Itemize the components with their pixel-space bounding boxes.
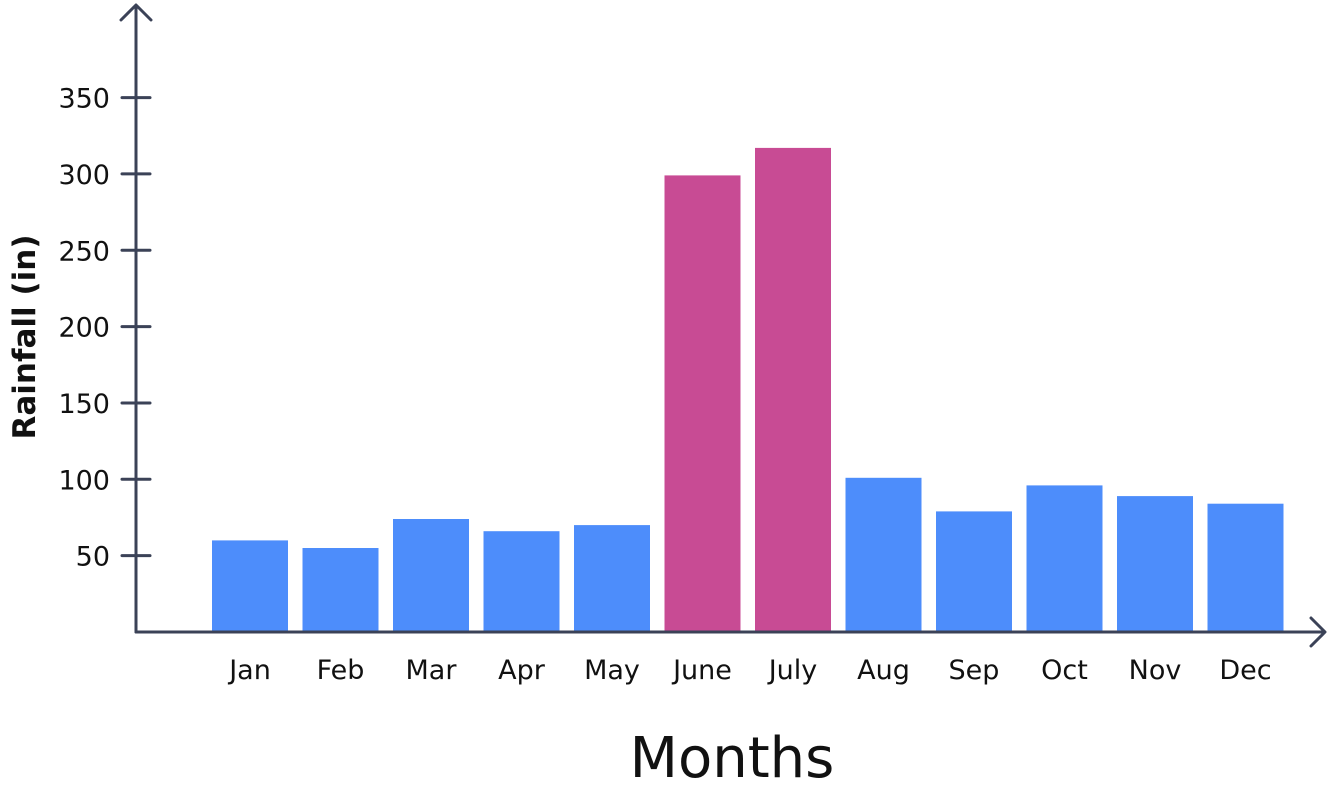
- y-tick-label-250: 250: [58, 236, 110, 267]
- bar-jan: [212, 540, 288, 632]
- y-tick-label-100: 100: [58, 465, 110, 496]
- x-tick-label-july: July: [767, 655, 818, 686]
- y-tick-label-350: 350: [58, 84, 110, 115]
- x-tick-label-aug: Aug: [857, 655, 910, 686]
- x-tick-labels-group: Jan Feb Mar Apr May June July Aug Sep Oct Nov Dec: [227, 655, 1271, 686]
- x-tick-label-feb: Feb: [317, 655, 365, 686]
- x-tick-label-june: June: [671, 655, 732, 686]
- x-tick-label-may: May: [584, 655, 640, 686]
- y-axis-title: Rainfall (in): [7, 235, 43, 440]
- bar-nov: [1117, 496, 1193, 632]
- y-tick-label-300: 300: [58, 160, 110, 191]
- y-tick-label-150: 150: [58, 389, 110, 420]
- bar-june: [664, 175, 741, 632]
- bar-sep: [936, 511, 1012, 632]
- bars-group: [212, 147, 1284, 632]
- x-tick-label-dec: Dec: [1219, 655, 1271, 686]
- bar-oct: [1026, 485, 1103, 632]
- x-tick-label-sep: Sep: [949, 655, 1000, 686]
- x-tick-label-nov: Nov: [1129, 655, 1182, 686]
- y-axis-arrowhead: [119, 3, 153, 22]
- y-tick-label-200: 200: [58, 313, 110, 344]
- bar-dec: [1207, 503, 1284, 632]
- bar-mar: [393, 519, 469, 632]
- x-tick-label-apr: Apr: [498, 655, 546, 686]
- x-axis-title: Months: [630, 726, 835, 791]
- x-axis-arrowhead: [1309, 616, 1327, 648]
- bar-apr: [483, 531, 560, 632]
- x-tick-label-oct: Oct: [1041, 655, 1088, 686]
- bar-feb: [302, 548, 379, 632]
- x-tick-label-jan: Jan: [227, 655, 271, 686]
- y-tick-label-50: 50: [76, 542, 110, 573]
- bar-july: [755, 147, 831, 632]
- bar-may: [574, 525, 650, 632]
- x-tick-label-mar: Mar: [406, 655, 458, 686]
- bar-aug: [845, 477, 922, 632]
